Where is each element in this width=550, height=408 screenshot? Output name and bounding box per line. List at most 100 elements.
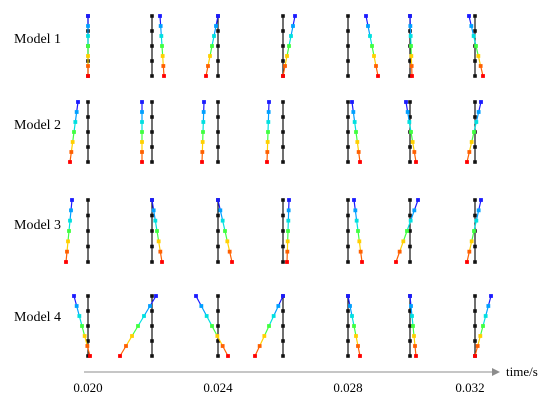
- reference-node: [281, 260, 285, 264]
- deformed-node: [86, 44, 90, 48]
- deformed-node: [401, 239, 406, 244]
- reference-node: [281, 115, 285, 119]
- deformed-node: [85, 344, 90, 348]
- deformed-node: [204, 74, 208, 78]
- deformed-node: [483, 314, 488, 318]
- reference-node: [346, 260, 350, 264]
- row-label-model-2: Model 2: [14, 118, 62, 133]
- reference-node: [346, 324, 350, 328]
- axis-label-time: time/s: [506, 364, 538, 379]
- snapshot-r4-c3: [194, 294, 230, 358]
- reference-node: [150, 115, 154, 119]
- deformed-node: [88, 354, 92, 358]
- reference-node: [408, 115, 412, 119]
- deformed-node: [410, 74, 414, 78]
- snapshot-r4-c4: [253, 294, 285, 358]
- reference-node: [281, 160, 285, 164]
- deformed-node: [409, 64, 414, 68]
- snapshot-r1-c3: [204, 14, 220, 78]
- reference-node: [216, 339, 220, 343]
- deformed-node: [281, 74, 285, 78]
- deformed-node: [408, 14, 412, 18]
- reference-node: [216, 115, 220, 119]
- snapshot-r2-c2: [140, 100, 154, 164]
- deformed-node: [69, 208, 73, 213]
- reference-node: [473, 198, 477, 202]
- reference-node: [281, 198, 285, 202]
- deformed-node: [412, 150, 417, 154]
- deformed-node: [82, 334, 87, 338]
- snapshot-r1-c6: [408, 14, 414, 78]
- deformed-node: [409, 54, 414, 58]
- snapshot-r3-c7: [465, 198, 483, 264]
- reference-node: [216, 324, 220, 328]
- deformed-node: [140, 140, 144, 144]
- deformed-node: [257, 344, 262, 348]
- deformed-node: [69, 150, 74, 154]
- deformed-node: [472, 130, 476, 134]
- snapshot-r2-c4: [265, 100, 285, 164]
- deformed-node: [465, 160, 469, 164]
- reference-node: [346, 198, 350, 202]
- deformed-node: [140, 130, 144, 134]
- deformed-node: [476, 54, 481, 58]
- reference-node: [216, 145, 220, 149]
- deformed-node: [287, 44, 291, 48]
- reference-node: [346, 213, 350, 218]
- deformed-node: [266, 120, 271, 124]
- deformed-node: [199, 304, 204, 308]
- deformed-node: [413, 344, 417, 348]
- deformed-node: [148, 304, 152, 308]
- deformed-node: [289, 34, 293, 38]
- deformed-node: [356, 150, 361, 154]
- deformed-node: [153, 218, 158, 223]
- reference-node: [281, 229, 285, 233]
- reference-node: [216, 130, 220, 134]
- reference-node: [473, 339, 477, 343]
- deformed-node: [72, 294, 76, 298]
- row-label-model-1: Model 1: [14, 32, 62, 47]
- reference-node: [281, 145, 285, 149]
- reference-node: [86, 229, 90, 233]
- reference-node: [150, 213, 154, 218]
- reference-node: [216, 309, 220, 313]
- reference-node: [408, 59, 412, 63]
- reference-node: [408, 354, 412, 358]
- deformed-node: [351, 110, 356, 114]
- deformed-node: [80, 324, 84, 328]
- deformed-node: [68, 218, 72, 223]
- reference-node: [86, 324, 90, 328]
- reference-node: [281, 309, 285, 313]
- deformed-node: [206, 64, 210, 68]
- deformed-node: [151, 208, 156, 213]
- snapshot-r4-c2: [118, 294, 158, 358]
- deformed-node: [285, 260, 289, 264]
- deformed-node: [68, 160, 72, 164]
- deformed-node: [194, 294, 198, 298]
- deformed-node: [405, 229, 409, 233]
- deformed-node: [86, 34, 90, 38]
- reference-node: [150, 145, 154, 149]
- deformed-node: [210, 324, 214, 328]
- deformed-node: [474, 218, 479, 223]
- reference-node: [150, 324, 154, 328]
- reference-node: [216, 44, 220, 48]
- deformed-node: [86, 24, 90, 28]
- deformed-node: [414, 160, 418, 164]
- reference-node: [86, 198, 90, 202]
- reference-node: [281, 130, 285, 134]
- reference-node: [473, 100, 477, 104]
- deformed-node: [481, 324, 485, 328]
- reference-node: [86, 354, 90, 358]
- deformed-node: [265, 150, 270, 154]
- deformed-node: [354, 218, 359, 223]
- snapshot-r4-c1: [72, 294, 92, 358]
- deformed-node: [412, 208, 417, 213]
- reference-node: [408, 213, 412, 218]
- deformed-node: [408, 24, 413, 28]
- reference-node: [346, 14, 350, 18]
- deformed-node: [356, 344, 360, 348]
- reference-node: [216, 160, 220, 164]
- deformed-node: [291, 24, 295, 28]
- deformed-node: [223, 229, 227, 233]
